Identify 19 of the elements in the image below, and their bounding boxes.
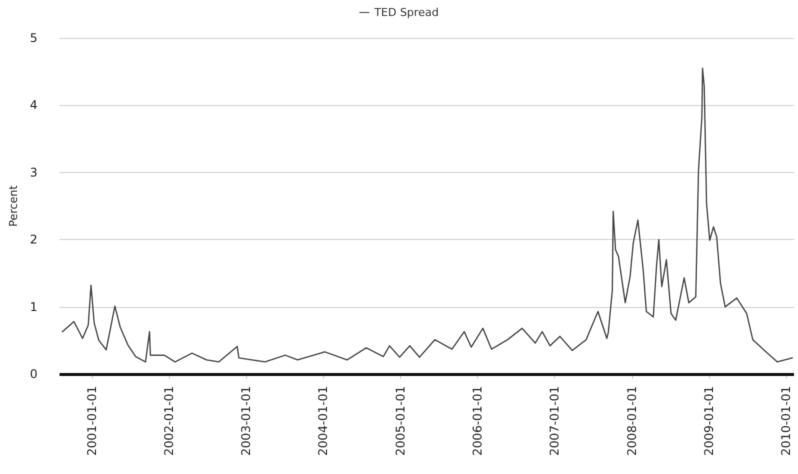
x-tick-label: 2009-01-01 [702,386,716,456]
x-tick-label: 2006-01-01 [470,386,485,456]
y-tick-label: 3 [30,165,38,180]
legend-label: TED Spread [373,6,439,19]
x-tick-label: 2004-01-01 [316,386,330,456]
y-tick-label: 2 [30,232,38,247]
y-tick-label: 1 [30,300,38,314]
line-series [62,68,793,363]
x-tick-label: 2003-01-01 [239,386,254,456]
y-tick-label: 5 [30,31,38,45]
x-tick-label: 2007-01-01 [548,386,562,456]
x-tick-label: 2010-01-01 [779,386,794,456]
x-tick-label: 2008-01-01 [624,386,639,456]
x-tick-label: 2002-01-01 [162,386,176,456]
y-tick-label: 4 [30,98,38,112]
x-tick-label: 2005-01-01 [393,386,408,456]
x-tick-label: 2001-01-01 [84,386,99,456]
y-axis-title: Percent [7,184,20,227]
y-tick-label: 0 [30,367,38,381]
